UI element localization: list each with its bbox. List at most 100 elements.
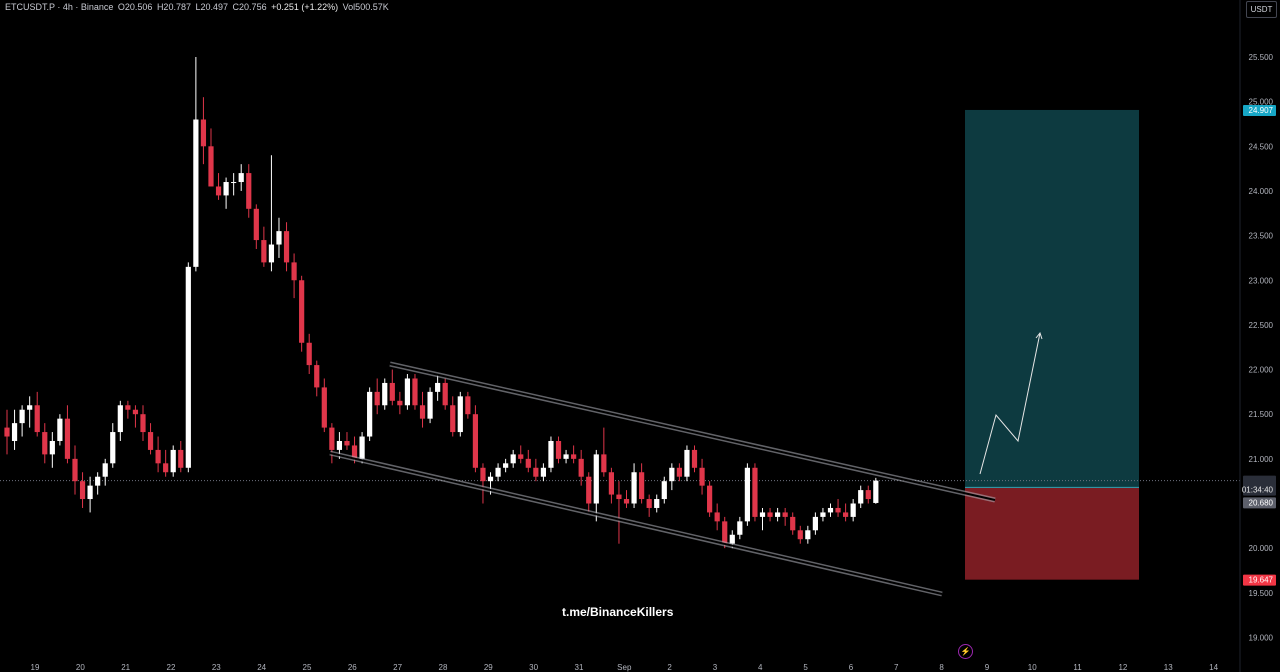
candle-body (155, 449, 161, 464)
candle-body (608, 472, 614, 495)
x-tick-label: 12 (1118, 663, 1127, 672)
candle-body (49, 440, 55, 455)
x-tick-label: 24 (257, 663, 266, 672)
candle (601, 427, 607, 477)
lightning-icon[interactable]: ⚡ (958, 644, 973, 659)
candle (215, 173, 222, 200)
candle (775, 507, 781, 522)
candle-body (329, 427, 335, 450)
x-tick-label: 3 (713, 663, 718, 672)
currency-unit-button[interactable]: USDT (1246, 1, 1277, 18)
candle-body (865, 490, 871, 500)
candle (193, 57, 199, 272)
candle-body (208, 146, 214, 187)
candle (208, 128, 214, 187)
candle (737, 516, 743, 540)
candle-body (344, 440, 350, 446)
candle (200, 97, 207, 165)
candle (457, 391, 463, 437)
candle (571, 445, 577, 464)
candle-body (495, 467, 501, 477)
candle-body (178, 449, 184, 468)
candle-body (231, 182, 237, 184)
candle (707, 481, 713, 517)
candle (34, 391, 40, 437)
candle-body (525, 458, 531, 468)
projection-path (979, 332, 1041, 475)
candle-body (767, 512, 773, 517)
candle (450, 396, 456, 437)
candle (510, 449, 516, 468)
candle (170, 445, 176, 477)
x-tick-label: 5 (803, 663, 808, 672)
x-tick-label: 13 (1164, 663, 1173, 672)
candle-body (450, 405, 456, 433)
x-tick-label: 27 (393, 663, 402, 672)
candles (4, 57, 879, 549)
candle (578, 449, 584, 486)
stop-price-badge (1243, 574, 1276, 586)
candle-body (503, 463, 509, 468)
candle (261, 226, 267, 267)
candle-body (200, 119, 207, 147)
candle-body (457, 396, 463, 433)
candle (827, 503, 834, 517)
candle-body (707, 485, 713, 513)
candle (72, 445, 78, 495)
candle (797, 525, 803, 544)
candle-body (215, 186, 222, 196)
candle (805, 525, 811, 544)
target-zone (965, 109, 1139, 488)
candle (11, 409, 18, 450)
x-tick-label: 8 (939, 663, 944, 672)
candle-body (646, 499, 652, 508)
candle-body (691, 449, 698, 468)
candle (306, 333, 312, 375)
candle-body (775, 512, 781, 517)
candle (533, 458, 539, 482)
candle-body (548, 440, 554, 468)
candle-body (404, 378, 411, 406)
candle-body (744, 467, 750, 522)
candle (27, 396, 33, 428)
x-tick-label: 10 (1028, 663, 1037, 672)
candle-body (125, 405, 131, 410)
candle (525, 449, 531, 473)
candle (858, 485, 864, 508)
x-tick-label: 4 (758, 663, 763, 672)
candle-body (442, 382, 448, 406)
projection-arrowhead (1035, 331, 1043, 340)
candle-body (79, 481, 86, 500)
candle (744, 463, 750, 526)
candle (291, 253, 297, 299)
candle (442, 378, 448, 410)
candle-body (147, 432, 154, 450)
candle-body (351, 445, 358, 459)
candle-body (57, 418, 63, 441)
x-tick-label: Sep (617, 663, 632, 672)
stop-zone (965, 487, 1139, 580)
risk-reward-zones (965, 109, 1139, 580)
candle (238, 164, 244, 191)
candle-body (268, 244, 275, 263)
candle-body (102, 463, 108, 477)
candle (495, 463, 501, 482)
x-axis: 19 20 21 22 23 24 25 26 27 28 29 30 31 Sep 2 3 4 5 6 7 8 9 10 1… (31, 663, 1219, 672)
high-value: H20.787 (156, 2, 191, 12)
candle (276, 217, 282, 258)
candle-body (797, 530, 803, 540)
candle-body (419, 405, 426, 419)
candle-body (593, 454, 599, 504)
candle (95, 472, 101, 495)
candle-body (540, 467, 547, 477)
candle (132, 405, 139, 428)
candle-body (42, 432, 48, 455)
candle-body (601, 454, 607, 473)
candle-body (4, 427, 10, 437)
candle-body (27, 405, 33, 410)
channel-lower-line-inner (329, 452, 943, 595)
candle (669, 463, 675, 491)
candle-body (246, 173, 252, 209)
candle (639, 463, 645, 504)
